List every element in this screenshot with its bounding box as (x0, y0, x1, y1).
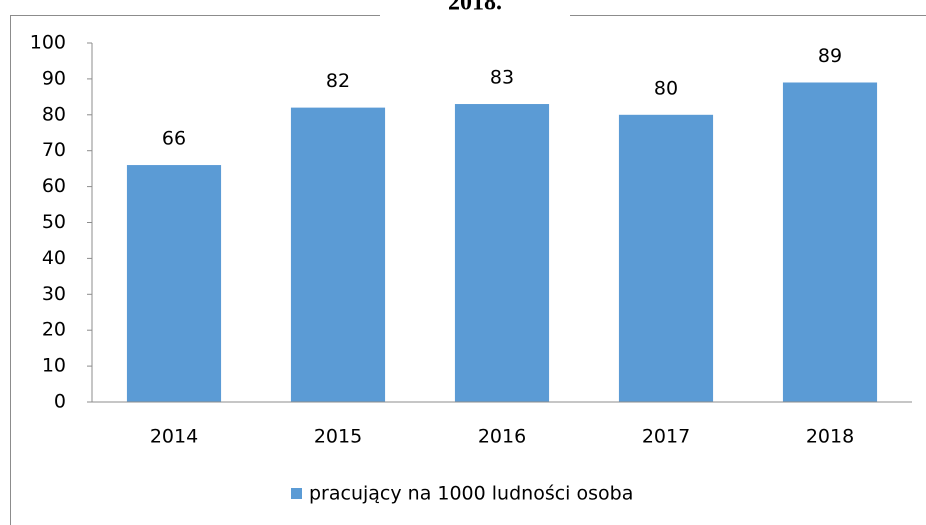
y-tick-label: 50 (42, 211, 66, 233)
chart-title: 2018. (448, 0, 502, 16)
data-label: 66 (162, 128, 186, 150)
x-tick-label: 2016 (478, 426, 526, 448)
bar (126, 165, 222, 402)
x-tick-label: 2014 (150, 426, 198, 448)
data-label: 80 (654, 77, 678, 99)
bar (454, 104, 550, 402)
y-tick-label: 100 (30, 32, 66, 54)
y-tick-label: 60 (42, 175, 66, 197)
y-tick-label: 70 (42, 139, 66, 161)
x-tick-label: 2018 (806, 426, 854, 448)
legend-swatch (291, 488, 302, 499)
data-label: 89 (818, 45, 842, 67)
y-tick-label: 0 (54, 391, 66, 413)
y-tick-label: 90 (42, 67, 66, 89)
y-tick-label: 40 (42, 247, 66, 269)
legend-label: pracujący na 1000 ludności osoba (309, 483, 633, 505)
data-label: 82 (326, 70, 350, 92)
data-label: 83 (490, 67, 514, 89)
bar (782, 82, 878, 403)
y-tick-label: 20 (42, 319, 66, 341)
bar (618, 114, 714, 403)
bar (290, 107, 386, 403)
title-backdrop (380, 0, 570, 16)
x-tick-label: 2015 (314, 426, 362, 448)
x-tick-label: 2017 (642, 426, 690, 448)
y-tick-label: 30 (42, 283, 66, 305)
y-tick-label: 80 (42, 103, 66, 125)
y-tick-label: 10 (42, 355, 66, 377)
